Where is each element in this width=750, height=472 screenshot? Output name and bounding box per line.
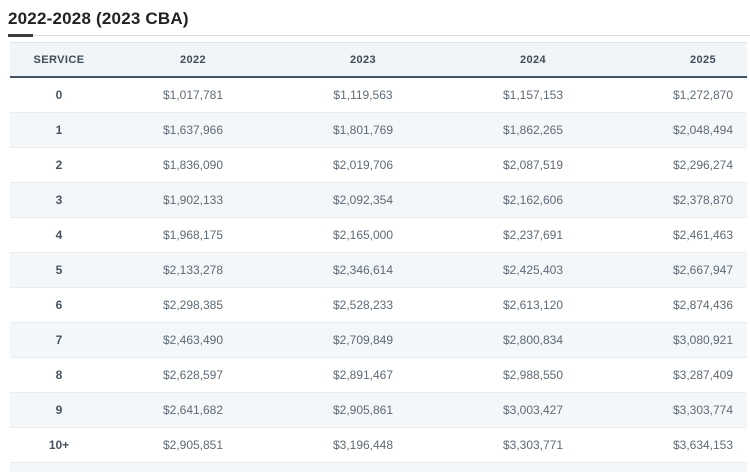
salary-cell: $2,087,519 — [448, 147, 618, 183]
salary-cell: $2,346,614 — [278, 252, 448, 288]
salary-cell: $1,836,090 — [108, 147, 278, 183]
salary-cell: $2,667,947 — [618, 252, 747, 288]
salary-cell: $3,303,774 — [618, 392, 747, 428]
service-cell: 3 — [10, 182, 108, 218]
salary-cell: $2,133,278 — [108, 252, 278, 288]
table-row: 10+ $2,905,851 $3,196,448 $3,303,771 $3,634,… — [10, 427, 747, 463]
table-row: 7 $2,463,490 $2,709,849 $2,800,834 $3,080,92… — [10, 322, 747, 358]
salary-cell: $3,196,448 — [278, 427, 448, 463]
service-cell: 6 — [10, 287, 108, 323]
table-row: 3 $1,902,133 $2,092,354 $2,162,606 $2,378,87… — [10, 182, 747, 218]
salary-cell: $2,425,403 — [448, 252, 618, 288]
service-cell — [10, 463, 108, 472]
salary-cell: $2,463,490 — [108, 322, 278, 358]
table-row: 9 $2,641,682 $2,905,861 $3,003,427 $3,303,77… — [10, 392, 747, 428]
service-cell: 10+ — [10, 427, 108, 463]
salary-cell: $2,905,851 — [108, 427, 278, 463]
column-header-2024: 2024 — [448, 42, 618, 78]
salary-cell: $2,092,354 — [278, 182, 448, 218]
table-row: 8 $2,628,597 $2,891,467 $2,988,550 $3,287,40… — [10, 357, 747, 393]
salary-cell: $2,800,834 — [448, 322, 618, 358]
salary-cell: $2,237,691 — [448, 217, 618, 253]
salary-cell: $2,641,682 — [108, 392, 278, 428]
salary-cell: $3,634,153 — [618, 427, 747, 463]
salary-cell — [448, 463, 618, 472]
salary-cell: $3,303,771 — [448, 427, 618, 463]
table-row: 5 $2,133,278 $2,346,614 $2,425,403 $2,667,94… — [10, 252, 747, 288]
salary-cell: $2,296,274 — [618, 147, 747, 183]
salary-cell: $2,528,233 — [278, 287, 448, 323]
title-underline-accent — [8, 34, 33, 37]
salary-cell: $2,874,436 — [618, 287, 747, 323]
salary-cell: $2,378,870 — [618, 182, 747, 218]
salary-cell: $1,272,870 — [618, 77, 747, 113]
salary-table-header: SERVICE 2022 2023 2024 2025 — [10, 42, 747, 78]
salary-cell: $2,613,120 — [448, 287, 618, 323]
salary-cell: $1,862,265 — [448, 112, 618, 148]
table-row: 6 $2,298,385 $2,528,233 $2,613,120 $2,874,43… — [10, 287, 747, 323]
table-row: 4 $1,968,175 $2,165,000 $2,237,691 $2,461,46… — [10, 217, 747, 253]
salary-cell: $3,080,921 — [618, 322, 747, 358]
salary-cell: $2,298,385 — [108, 287, 278, 323]
salary-cell: $2,628,597 — [108, 357, 278, 393]
salary-cell: $1,637,966 — [108, 112, 278, 148]
salary-cell: $2,709,849 — [278, 322, 448, 358]
salary-cell: $1,968,175 — [108, 217, 278, 253]
salary-cell: $2,461,463 — [618, 217, 747, 253]
salary-cell: $2,891,467 — [278, 357, 448, 393]
service-cell: 7 — [10, 322, 108, 358]
salary-cell: $2,165,000 — [278, 217, 448, 253]
salary-cell: $1,157,153 — [448, 77, 618, 113]
column-header-service: SERVICE — [10, 42, 108, 78]
salary-cell — [618, 463, 747, 472]
service-cell: 4 — [10, 217, 108, 253]
salary-cell: $1,801,769 — [278, 112, 448, 148]
page-title: 2022-2028 (2023 CBA) — [8, 9, 189, 28]
column-header-2022: 2022 — [108, 42, 278, 78]
table-row-partial — [10, 462, 747, 472]
salary-cell: $2,162,606 — [448, 182, 618, 218]
salary-cell: $3,003,427 — [448, 392, 618, 428]
service-cell: 2 — [10, 147, 108, 183]
salary-cell: $2,019,706 — [278, 147, 448, 183]
service-cell: 5 — [10, 252, 108, 288]
salary-cell: $2,988,550 — [448, 357, 618, 393]
salary-table-container: SERVICE 2022 2023 2024 2025 0 $1,017,781 $… — [10, 42, 747, 472]
title-underline — [8, 34, 750, 37]
table-row: 2 $1,836,090 $2,019,706 $2,087,519 $2,296,27… — [10, 147, 747, 183]
service-cell: 0 — [10, 77, 108, 113]
header-row: SERVICE 2022 2023 2024 2025 — [10, 42, 747, 78]
salary-table-body: 0 $1,017,781 $1,119,563 $1,157,153 $1,272,87… — [10, 77, 747, 472]
salary-cell: $1,017,781 — [108, 77, 278, 113]
salary-cell: $1,119,563 — [278, 77, 448, 113]
service-cell: 1 — [10, 112, 108, 148]
service-cell: 8 — [10, 357, 108, 393]
column-header-2025: 2025 — [618, 42, 747, 78]
salary-cell — [278, 463, 448, 472]
salary-table: SERVICE 2022 2023 2024 2025 0 $1,017,781 $… — [10, 42, 747, 472]
salary-cell: $2,905,861 — [278, 392, 448, 428]
column-header-2023: 2023 — [278, 42, 448, 78]
table-row: 0 $1,017,781 $1,119,563 $1,157,153 $1,272,87… — [10, 77, 747, 113]
salary-cell: $2,048,494 — [618, 112, 747, 148]
service-cell: 9 — [10, 392, 108, 428]
salary-cell: $3,287,409 — [618, 357, 747, 393]
salary-cell — [108, 463, 278, 472]
table-row: 1 $1,637,966 $1,801,769 $1,862,265 $2,048,49… — [10, 112, 747, 148]
salary-cell: $1,902,133 — [108, 182, 278, 218]
